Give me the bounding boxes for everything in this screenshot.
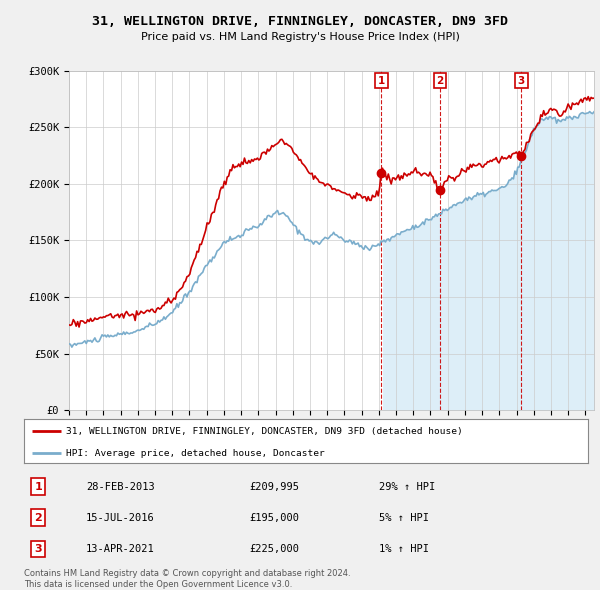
Text: 1: 1 bbox=[378, 76, 385, 86]
Text: 31, WELLINGTON DRIVE, FINNINGLEY, DONCASTER, DN9 3FD: 31, WELLINGTON DRIVE, FINNINGLEY, DONCAS… bbox=[92, 15, 508, 28]
Text: £209,995: £209,995 bbox=[250, 481, 299, 491]
Text: 3: 3 bbox=[34, 544, 42, 554]
Text: 13-APR-2021: 13-APR-2021 bbox=[86, 544, 155, 554]
Text: Price paid vs. HM Land Registry's House Price Index (HPI): Price paid vs. HM Land Registry's House … bbox=[140, 32, 460, 42]
Text: 2: 2 bbox=[436, 76, 443, 86]
Text: Contains HM Land Registry data © Crown copyright and database right 2024.
This d: Contains HM Land Registry data © Crown c… bbox=[24, 569, 350, 589]
Text: 1% ↑ HPI: 1% ↑ HPI bbox=[379, 544, 430, 554]
Text: 2: 2 bbox=[34, 513, 42, 523]
Text: 29% ↑ HPI: 29% ↑ HPI bbox=[379, 481, 436, 491]
Text: 3: 3 bbox=[518, 76, 525, 86]
Text: £195,000: £195,000 bbox=[250, 513, 299, 523]
Text: 15-JUL-2016: 15-JUL-2016 bbox=[86, 513, 155, 523]
Text: 5% ↑ HPI: 5% ↑ HPI bbox=[379, 513, 430, 523]
Text: 1: 1 bbox=[34, 481, 42, 491]
Text: HPI: Average price, detached house, Doncaster: HPI: Average price, detached house, Donc… bbox=[66, 449, 325, 458]
Text: £225,000: £225,000 bbox=[250, 544, 299, 554]
Text: 31, WELLINGTON DRIVE, FINNINGLEY, DONCASTER, DN9 3FD (detached house): 31, WELLINGTON DRIVE, FINNINGLEY, DONCAS… bbox=[66, 427, 463, 436]
Text: 28-FEB-2013: 28-FEB-2013 bbox=[86, 481, 155, 491]
